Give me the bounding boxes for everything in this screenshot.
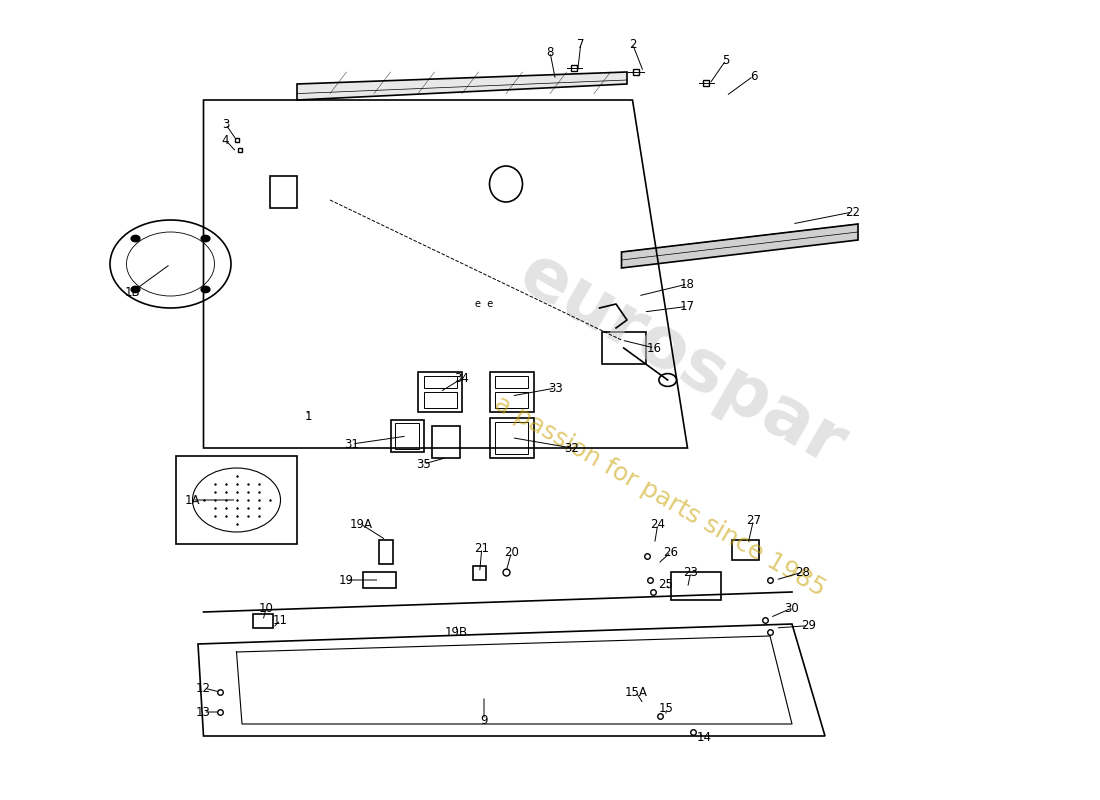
Bar xyxy=(395,423,419,449)
Text: 9: 9 xyxy=(481,714,487,726)
Text: 14: 14 xyxy=(696,731,712,744)
Text: 7: 7 xyxy=(578,38,584,50)
Text: 13: 13 xyxy=(196,706,211,718)
Bar xyxy=(379,540,393,564)
Text: 15A: 15A xyxy=(625,686,647,698)
Text: 24: 24 xyxy=(650,518,666,530)
Bar xyxy=(495,376,528,388)
Text: 31: 31 xyxy=(344,438,360,450)
Bar xyxy=(424,392,456,408)
Bar xyxy=(495,422,528,454)
Circle shape xyxy=(201,286,210,293)
Text: 6: 6 xyxy=(750,70,757,82)
Text: 32: 32 xyxy=(564,442,580,454)
Text: 33: 33 xyxy=(548,382,563,394)
Text: 28: 28 xyxy=(795,566,811,578)
Text: 19: 19 xyxy=(339,574,354,586)
Circle shape xyxy=(131,286,140,293)
Text: 21: 21 xyxy=(474,542,490,554)
Text: 35: 35 xyxy=(416,458,431,470)
Bar xyxy=(176,456,297,544)
Text: 4: 4 xyxy=(222,134,229,146)
Text: 16: 16 xyxy=(647,342,662,354)
Bar xyxy=(418,372,462,412)
Bar xyxy=(390,420,424,452)
Text: 29: 29 xyxy=(801,619,816,632)
Polygon shape xyxy=(297,72,627,100)
Text: 8: 8 xyxy=(547,46,553,58)
Text: 3: 3 xyxy=(222,118,229,130)
Text: 23: 23 xyxy=(683,566,698,578)
Text: 10: 10 xyxy=(258,602,274,614)
Text: 2: 2 xyxy=(629,38,636,50)
Bar xyxy=(490,418,534,458)
Text: 20: 20 xyxy=(504,546,519,558)
Text: 30: 30 xyxy=(784,602,800,614)
Text: 15: 15 xyxy=(659,702,674,714)
Bar xyxy=(432,426,460,458)
Text: 19B: 19B xyxy=(444,626,469,638)
Text: 18: 18 xyxy=(680,278,695,290)
Circle shape xyxy=(131,235,140,242)
Text: 11: 11 xyxy=(273,614,288,626)
Text: 12: 12 xyxy=(196,682,211,694)
Text: 27: 27 xyxy=(746,514,761,526)
Text: 34: 34 xyxy=(454,372,470,385)
Bar xyxy=(490,372,534,412)
Bar xyxy=(495,392,528,408)
Polygon shape xyxy=(621,224,858,268)
Text: 25: 25 xyxy=(658,578,673,590)
Text: 1A: 1A xyxy=(185,494,200,506)
Bar xyxy=(473,566,486,580)
Bar xyxy=(424,376,456,388)
Text: 1: 1 xyxy=(305,410,311,422)
Text: eurospar: eurospar xyxy=(507,239,857,481)
Text: 26: 26 xyxy=(663,546,679,558)
Bar xyxy=(253,614,273,628)
Text: 22: 22 xyxy=(845,206,860,218)
Circle shape xyxy=(201,235,210,242)
Text: 5: 5 xyxy=(723,54,729,66)
Text: e  e: e e xyxy=(475,299,493,309)
Text: 17: 17 xyxy=(680,300,695,313)
Text: 1B: 1B xyxy=(124,286,140,298)
Text: a passion for parts since 1985: a passion for parts since 1985 xyxy=(491,391,829,601)
Bar xyxy=(732,540,759,560)
Text: 19A: 19A xyxy=(350,518,372,530)
Bar xyxy=(363,572,396,588)
Bar xyxy=(602,332,646,364)
Bar xyxy=(270,176,297,208)
Bar xyxy=(671,572,720,600)
